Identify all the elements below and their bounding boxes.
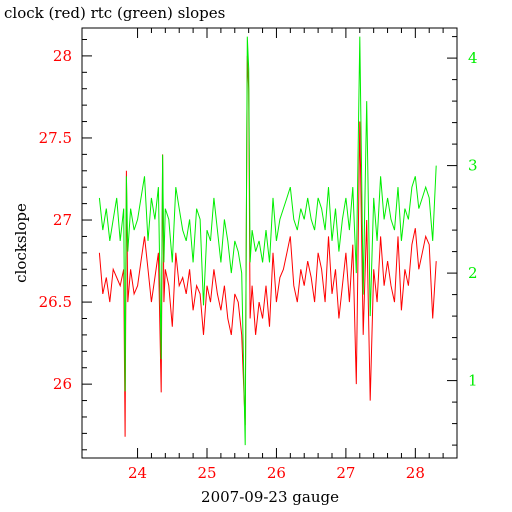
chart-title: clock (red) rtc (green) slopes xyxy=(4,4,225,22)
y2-tick-label: 2 xyxy=(468,264,478,282)
y2-tick-label: 1 xyxy=(468,372,478,390)
series-layer xyxy=(98,36,437,446)
y-tick-label: 26 xyxy=(53,375,72,393)
x-tick-label: 25 xyxy=(197,464,216,482)
y2-tick-label: 3 xyxy=(468,157,478,175)
x-tick-label: 26 xyxy=(267,464,286,482)
tick-labels: 24 25 26 27 28 26 26.5 27 27.5 28 1 2 3 4 xyxy=(39,47,478,482)
minor-ticks xyxy=(82,28,457,458)
y-tick-label: 26.5 xyxy=(39,293,72,311)
y-tick-label: 27.5 xyxy=(39,129,72,147)
clock-slope-line xyxy=(98,55,437,437)
x-axis-label: 2007-09-23 gauge xyxy=(201,488,339,506)
y2-tick-label: 4 xyxy=(468,49,478,67)
y-tick-label: 27 xyxy=(53,211,72,229)
y-tick-label: 28 xyxy=(53,47,72,65)
plot-area-frame xyxy=(81,27,458,459)
x-tick-label: 24 xyxy=(128,464,147,482)
rtc-slope-line xyxy=(98,36,437,446)
x-tick-label: 28 xyxy=(406,464,425,482)
x-tick-label: 27 xyxy=(336,464,355,482)
y-axis-label: clockslope xyxy=(12,203,30,283)
